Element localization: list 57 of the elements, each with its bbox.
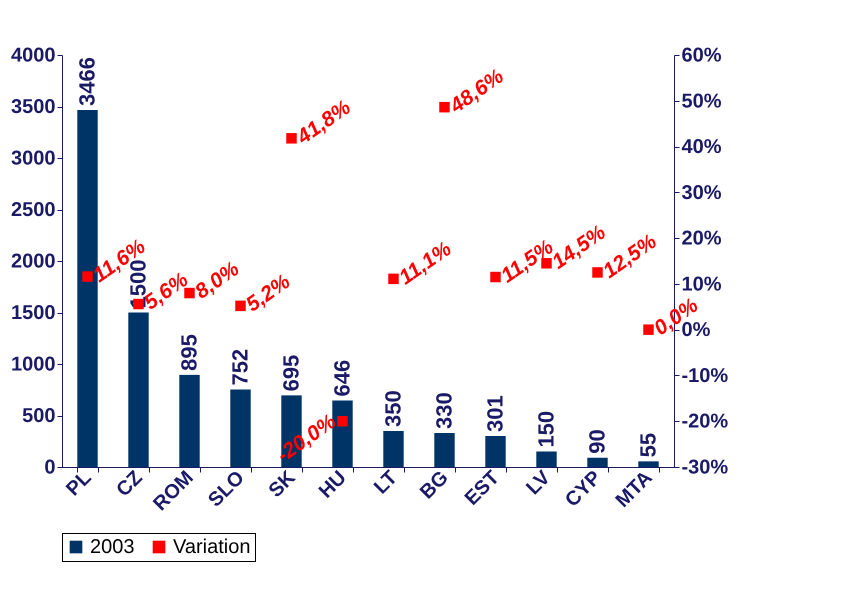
- x-tick-label: CZ: [112, 466, 147, 502]
- point: [286, 133, 297, 144]
- x-tick-label: CYP: [561, 466, 606, 512]
- legend-label: 2003: [90, 536, 134, 558]
- data-label: 150: [534, 410, 558, 448]
- data-label: 90: [584, 429, 610, 454]
- bar: [536, 452, 557, 467]
- x-tick-label: BG: [416, 466, 453, 504]
- bar: [128, 312, 149, 467]
- y-tick-label: 0: [44, 456, 56, 478]
- y2-tick-label: 20%: [682, 228, 722, 250]
- data-label: 3466: [74, 57, 100, 106]
- y-tick-label: 2500: [11, 199, 56, 221]
- bar: [638, 461, 659, 467]
- bar: [179, 374, 200, 467]
- y-tick-label: 4000: [11, 44, 56, 66]
- data-label: 695: [278, 354, 304, 392]
- data-label: 55: [636, 432, 660, 458]
- x-tick-label: PL: [62, 466, 96, 500]
- data-label: 350: [380, 390, 406, 427]
- y-tick-label: 2000: [11, 250, 56, 272]
- y2-tick-label: -20%: [682, 410, 728, 433]
- data-label: 301: [482, 395, 508, 432]
- point: [388, 274, 399, 284]
- y2-tick-label: -30%: [682, 456, 728, 478]
- y2-tick-label: 60%: [682, 44, 722, 66]
- y-tick-label: 3000: [11, 148, 56, 170]
- data-label: 752: [228, 348, 252, 386]
- bar: [383, 430, 404, 467]
- x-tick-label: LT: [370, 466, 402, 499]
- bar: [230, 390, 251, 467]
- point: [82, 271, 93, 282]
- bar: [485, 436, 506, 467]
- y-tick-label: 3500: [11, 96, 56, 118]
- y2-tick-label: 30%: [682, 182, 722, 204]
- data-label: 646: [330, 360, 354, 396]
- point: [439, 102, 450, 112]
- y-tick-label: 500: [22, 405, 56, 427]
- x-tick-label: LV: [522, 466, 556, 500]
- y-tick-label: 1500: [11, 302, 56, 324]
- y2-tick-label: 40%: [682, 136, 722, 158]
- x-tick-label: SK: [264, 466, 300, 502]
- y2-tick-label: 50%: [682, 90, 722, 112]
- point: [643, 324, 654, 335]
- y-tick-label: 1000: [11, 354, 56, 376]
- data-label: 895: [176, 334, 202, 371]
- y2-tick-label: 10%: [682, 273, 722, 296]
- bar: [434, 433, 455, 467]
- y2-tick-label: -10%: [682, 364, 728, 387]
- point: [490, 272, 501, 282]
- point: [235, 300, 246, 312]
- legend-label: Variation: [173, 536, 250, 558]
- point: [337, 416, 348, 426]
- bar: [587, 458, 608, 467]
- data-label: 330: [432, 392, 456, 430]
- x-tick-label: SLO: [204, 466, 249, 512]
- x-tick-label: HU: [314, 466, 351, 503]
